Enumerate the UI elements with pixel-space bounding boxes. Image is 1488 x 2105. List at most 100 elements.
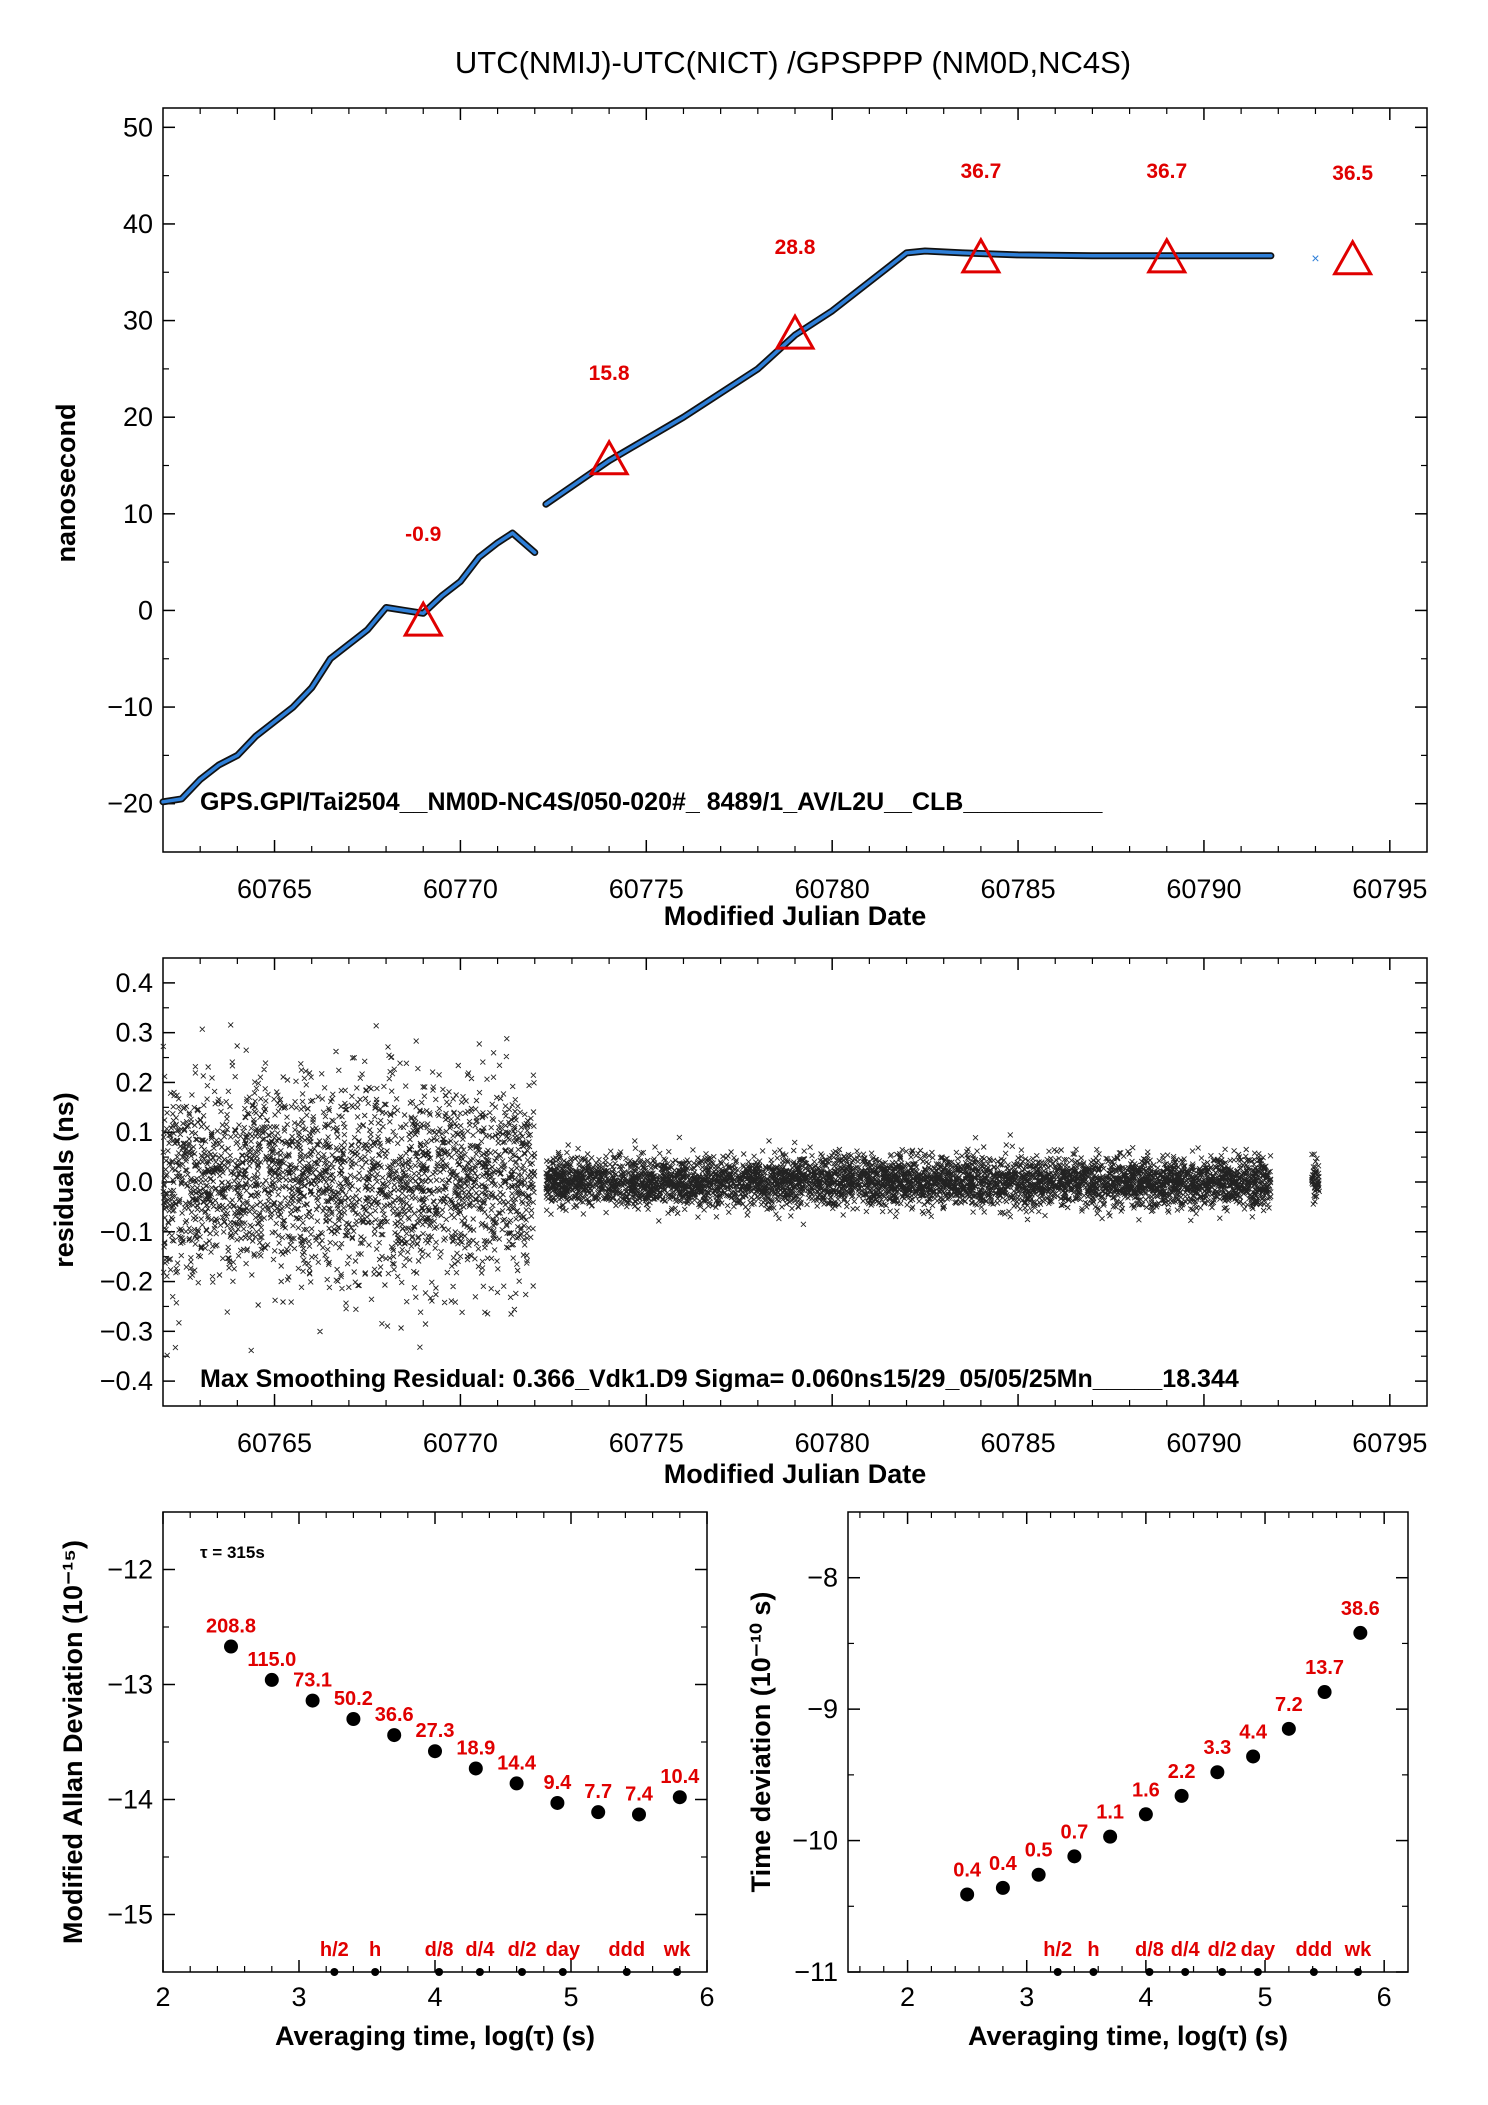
series-line-1: [161, 531, 537, 804]
deviation-point: [509, 1776, 524, 1791]
residuals-note: Max Smoothing Residual: 0.366_Vdk1.D9 Si…: [200, 1365, 1239, 1393]
time-offset-panel: 60765 60770 60775 60780 60785 60790 60795 −20 −1…: [51, 107, 1428, 931]
x-tick-label: 3: [1019, 1982, 1034, 2012]
x-tick-label: 60780: [795, 874, 870, 904]
deviation-point: [960, 1887, 975, 1902]
y-tick-label: −12: [107, 1555, 153, 1585]
y-tick-label: 50: [123, 112, 153, 142]
x-tick-label: 2: [155, 1982, 170, 2012]
x-tick-label: 60775: [609, 874, 684, 904]
period-marker-label: h/2: [1043, 1939, 1072, 1961]
y-tick-label: −15: [107, 1900, 153, 1930]
deviation-point: [305, 1693, 320, 1708]
deviation-point-label: 36.6: [375, 1704, 414, 1726]
period-marker-label: d/2: [1208, 1939, 1237, 1961]
allan-tau-note: τ = 315s: [200, 1543, 265, 1562]
residuals-panel: 60765 60770 60775 60780 60785 60790 60795 −0.4 −…: [49, 957, 1428, 1489]
deviation-point-label: 18.9: [456, 1737, 495, 1759]
x-tick-label: 60790: [1166, 874, 1241, 904]
y-tick-label: −0.4: [100, 1366, 153, 1396]
period-marker-dot: [558, 1968, 567, 1976]
period-marker-dot: [1181, 1968, 1190, 1976]
monthly-marker-triangle: [588, 438, 630, 476]
x-tick-label: 60770: [423, 1428, 498, 1458]
deviation-point: [1174, 1788, 1189, 1803]
period-marker-dot: [622, 1968, 631, 1976]
deviation-point-label: 38.6: [1341, 1598, 1380, 1620]
deviation-point: [346, 1712, 361, 1726]
time-offset-ylabel: nanosecond: [51, 403, 81, 562]
tdev-ylabel: Time deviation (10⁻¹⁰ s): [746, 1592, 776, 1893]
x-tick-label: 60765: [237, 1428, 312, 1458]
period-marker-dot: [518, 1968, 527, 1976]
deviation-point-label: 3.3: [1203, 1737, 1231, 1759]
period-marker-dot: [1353, 1968, 1362, 1976]
deviation-point-label: 1.6: [1132, 1779, 1160, 1801]
deviation-point: [591, 1805, 606, 1820]
period-marker-label: day: [546, 1939, 581, 1961]
deviation-point: [1103, 1829, 1118, 1844]
deviation-point-label: 4.4: [1239, 1721, 1268, 1743]
x-tick-label: 60790: [1166, 1428, 1241, 1458]
x-tick-label: 4: [427, 1982, 442, 2012]
y-tick-label: −10: [792, 1826, 838, 1856]
monthly-marker-triangle: [1332, 238, 1374, 276]
x-tick-label: 60785: [981, 874, 1056, 904]
allan-ylabel: Modified Allan Deviation (10⁻¹⁵): [58, 1540, 88, 1944]
deviation-point-label: 0.5: [1025, 1840, 1053, 1862]
period-marker-dot: [1053, 1968, 1062, 1976]
deviation-point: [264, 1672, 279, 1687]
x-tick-label: 60765: [237, 874, 312, 904]
monthly-marker-label: 15.8: [589, 362, 630, 385]
monthly-marker-triangle: [774, 313, 816, 350]
period-marker-dot: [435, 1968, 444, 1976]
x-tick-label: 60795: [1352, 874, 1427, 904]
period-marker-label: h: [1087, 1939, 1099, 1961]
monthly-marker-triangle: [402, 600, 444, 637]
period-marker-label: d/8: [425, 1939, 454, 1961]
period-marker-label: d/2: [508, 1939, 537, 1961]
period-marker-dot: [475, 1968, 484, 1976]
figure-title: UTC(NMIJ)-UTC(NICT) /GPSPPP (NM0D,NC4S): [455, 45, 1131, 80]
monthly-marker-label: -0.9: [405, 523, 441, 546]
deviation-point: [672, 1790, 687, 1805]
deviation-point: [1353, 1625, 1368, 1640]
period-marker-label: d/4: [1171, 1939, 1201, 1961]
residuals-xlabel: Modified Julian Date: [664, 1459, 927, 1489]
y-tick-label: 10: [123, 499, 153, 529]
y-tick-label: −0.3: [100, 1316, 153, 1346]
deviation-point-label: 9.4: [543, 1772, 572, 1794]
monthly-marker-label: 36.7: [960, 160, 1001, 183]
time-offset-xlabel: Modified Julian Date: [664, 901, 927, 931]
y-tick-label: −0.2: [100, 1267, 153, 1297]
deviation-point: [632, 1807, 646, 1822]
deviation-point: [1317, 1685, 1332, 1700]
y-tick-label: −8: [807, 1563, 838, 1593]
deviation-point: [387, 1728, 402, 1743]
deviation-point-label: 115.0: [247, 1649, 296, 1671]
deviation-point-label: 7.7: [584, 1781, 612, 1803]
x-tick-label: 5: [1258, 1982, 1273, 2012]
deviation-point: [995, 1880, 1010, 1895]
period-marker-dot: [1309, 1968, 1318, 1976]
y-tick-label: 0.3: [115, 1018, 153, 1048]
time-deviation-panel: 2 3 4 5 6 −11 −10 −9 −8 0.4 0.4 0.5 0.7 1.1 1.6 2.2 3.3…: [746, 1511, 1409, 2051]
x-tick-label: 2: [900, 1982, 915, 2012]
period-marker-dot: [371, 1968, 380, 1976]
deviation-point: [1067, 1849, 1082, 1864]
period-marker-label: h: [369, 1939, 381, 1961]
deviation-point-label: 7.2: [1275, 1694, 1303, 1716]
deviation-point-label: 2.2: [1168, 1761, 1196, 1783]
deviation-point-label: 1.1: [1096, 1802, 1124, 1824]
x-tick-label: 6: [699, 1982, 714, 2012]
deviation-point: [1031, 1867, 1046, 1882]
y-tick-label: 0.4: [115, 968, 153, 998]
period-marker-label: day: [1241, 1939, 1276, 1961]
series-point-3: ×: [1311, 250, 1319, 266]
deviation-point-label: 0.7: [1060, 1821, 1088, 1843]
period-marker-label: wk: [1344, 1939, 1373, 1961]
residual-points: [160, 1022, 1323, 1359]
x-tick-label: 60795: [1352, 1428, 1427, 1458]
deviation-point-label: 14.4: [497, 1752, 537, 1774]
